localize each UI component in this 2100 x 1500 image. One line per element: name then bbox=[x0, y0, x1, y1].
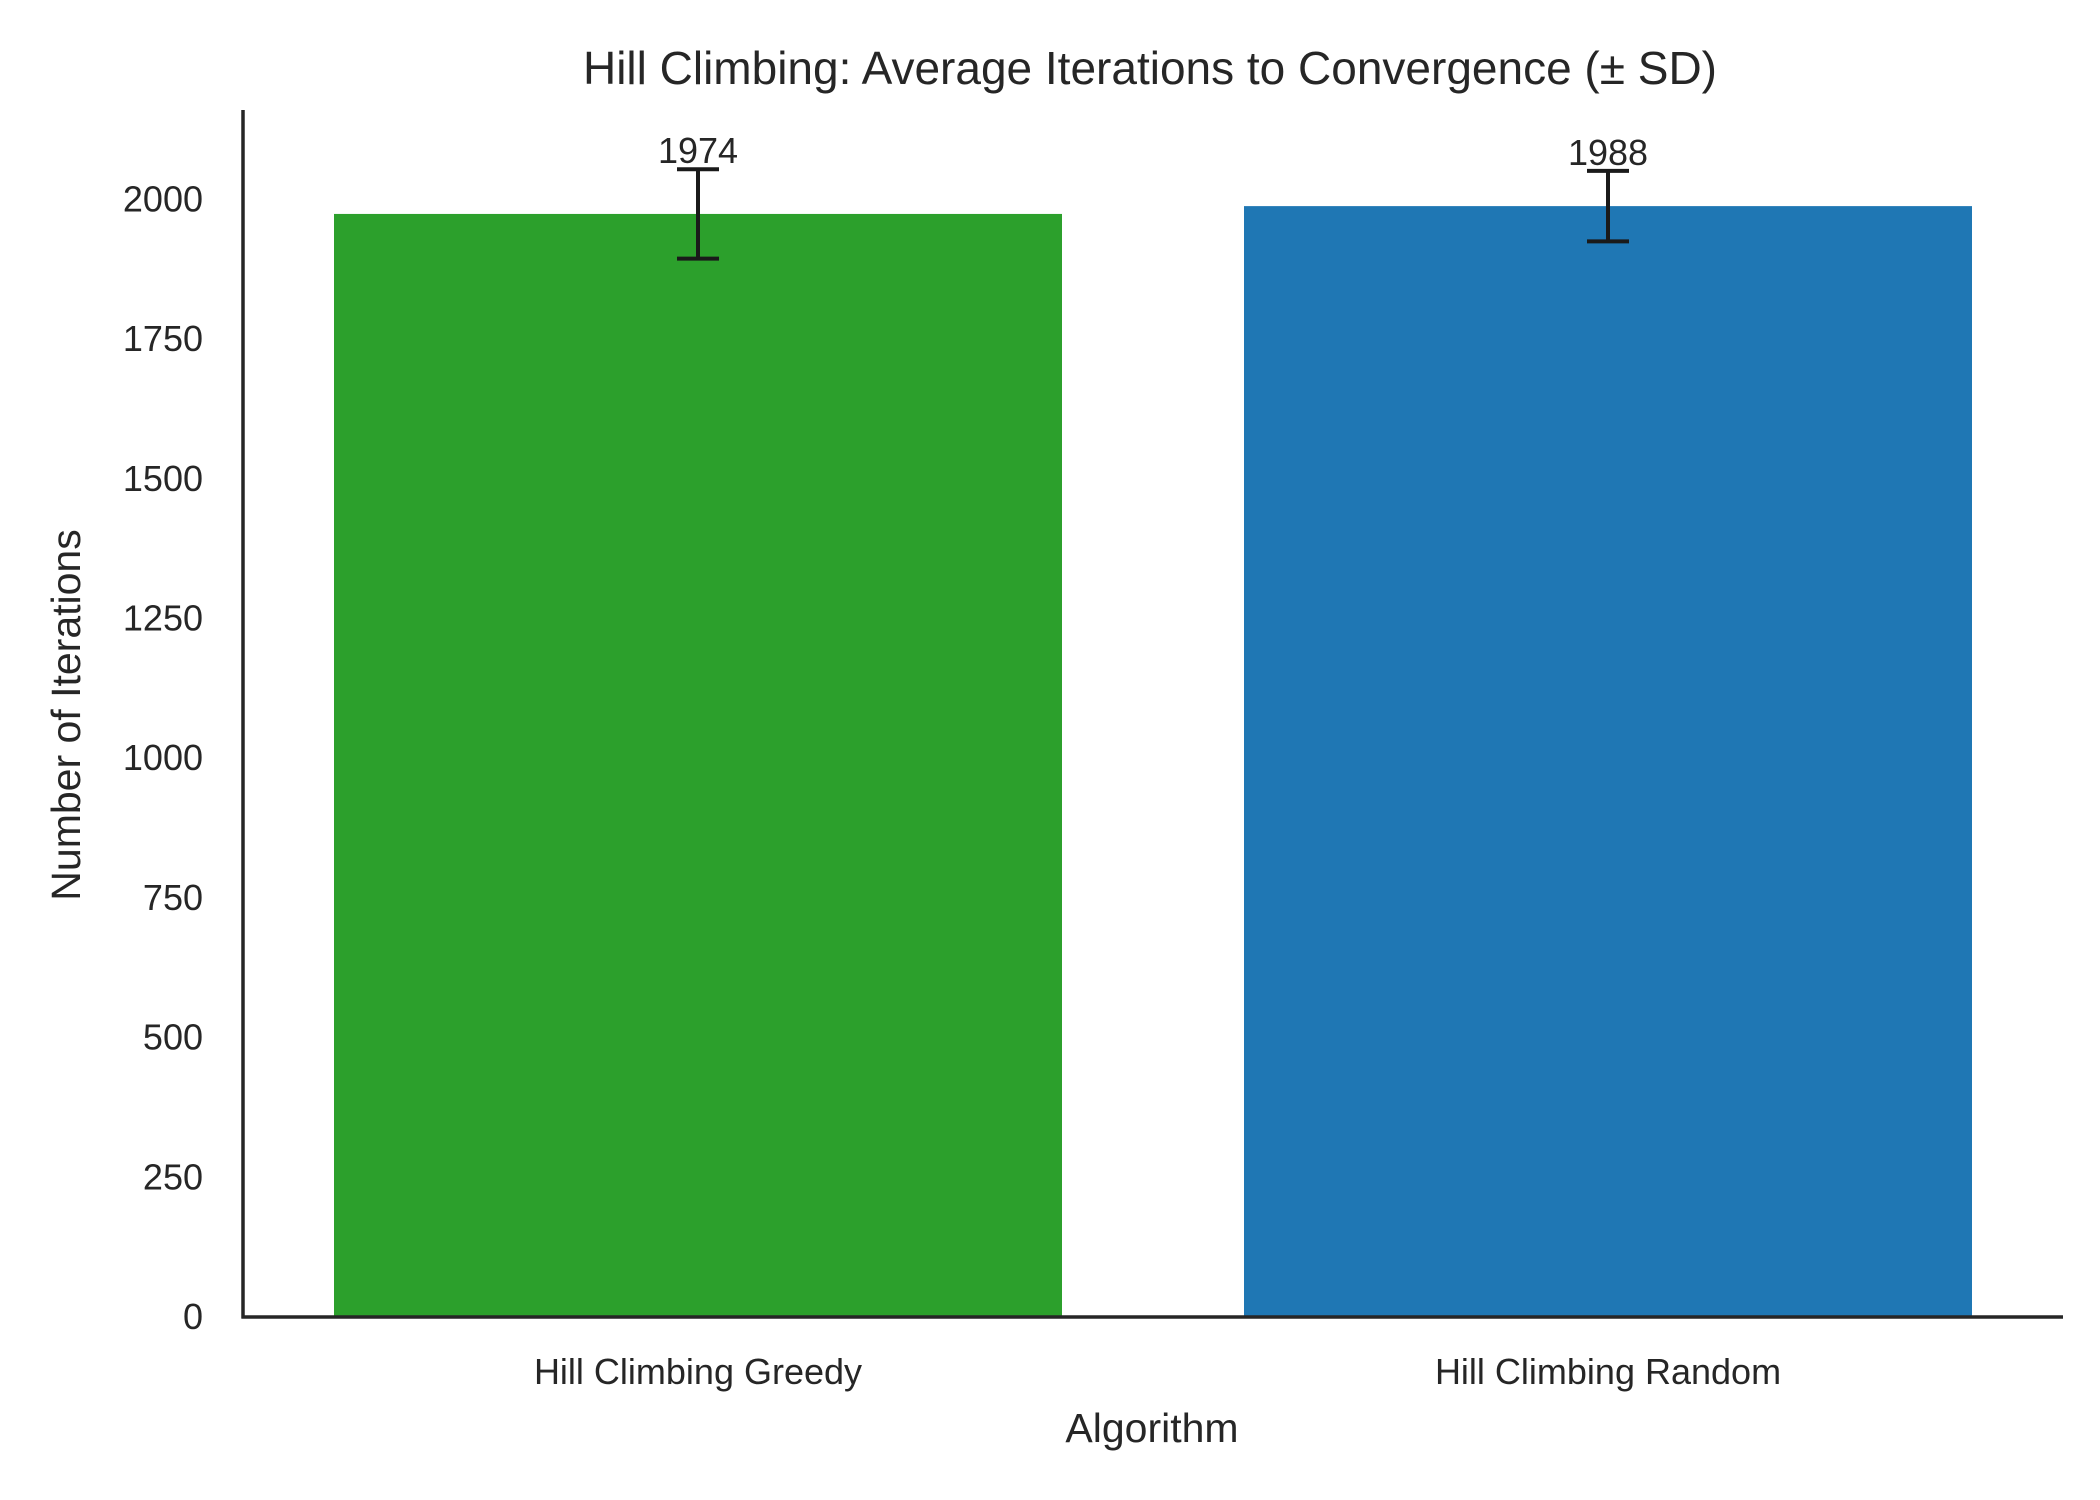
chart-title: Hill Climbing: Average Iterations to Con… bbox=[583, 42, 1717, 94]
plot-area: 1974 Hill Climbing Greedy 1988 Hill Climbin… bbox=[123, 110, 2063, 1392]
bar-2 bbox=[1244, 206, 1972, 1318]
y-tick-label-7: 1500 bbox=[123, 458, 203, 499]
x-tick-label-1: Hill Climbing Greedy bbox=[534, 1351, 862, 1392]
bar-1 bbox=[334, 213, 1062, 1317]
x-axis-label: Algorithm bbox=[1065, 1405, 1238, 1451]
y-tick-label-6: 1250 bbox=[123, 598, 203, 639]
data-label-1: 1974 bbox=[658, 130, 738, 171]
data-label-2: 1988 bbox=[1568, 132, 1648, 173]
y-tick-label-3: 500 bbox=[143, 1017, 203, 1058]
y-tick-label-5: 1000 bbox=[123, 737, 203, 778]
x-tick-label-2: Hill Climbing Random bbox=[1435, 1351, 1781, 1392]
y-tick-label-4: 750 bbox=[143, 877, 203, 918]
y-tick-label-8: 1750 bbox=[123, 318, 203, 359]
y-tick-label-2: 250 bbox=[143, 1156, 203, 1197]
y-tick-label-1: 0 bbox=[183, 1296, 203, 1337]
y-tick-label-9: 2000 bbox=[123, 178, 203, 219]
y-axis-label: Number of Iterations bbox=[43, 529, 89, 900]
